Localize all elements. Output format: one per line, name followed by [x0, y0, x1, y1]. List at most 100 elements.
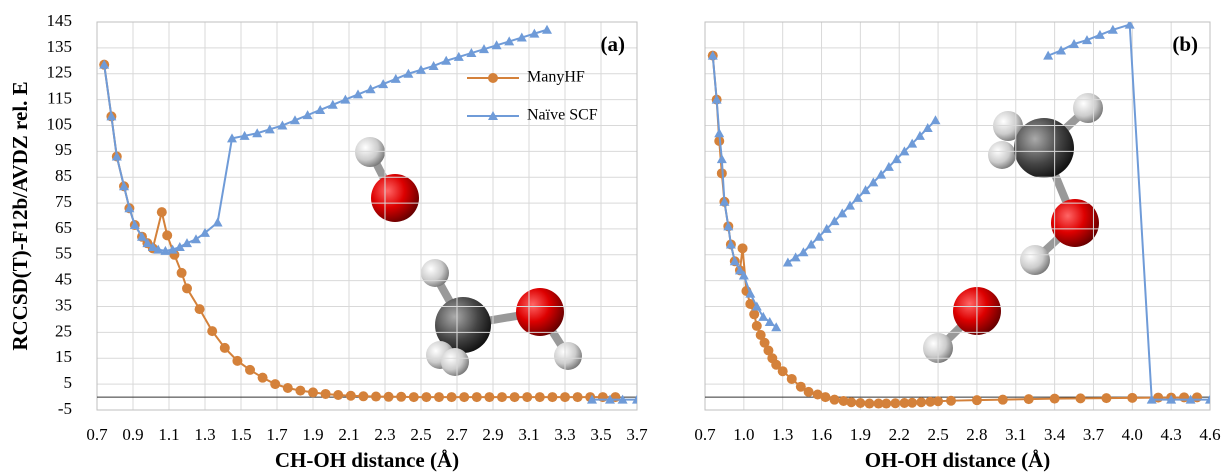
marker: [914, 130, 925, 140]
x-tick-label: 4.0: [1122, 425, 1143, 444]
marker: [416, 64, 426, 74]
marker: [751, 301, 762, 311]
marker: [821, 223, 832, 233]
marker: [813, 231, 824, 241]
plot-frame: [704, 21, 1211, 411]
x-tick-label: 4.6: [1199, 425, 1220, 444]
marker: [542, 24, 552, 34]
marker: [714, 128, 725, 138]
legend-label: Naïve SCF: [527, 107, 598, 124]
marker: [1124, 22, 1135, 29]
marker: [1127, 392, 1138, 403]
marker: [829, 394, 840, 405]
marker: [803, 386, 814, 397]
marker: [434, 392, 444, 403]
marker: [1205, 394, 1210, 404]
marker: [1043, 50, 1054, 60]
marker: [812, 389, 823, 400]
marker: [1023, 394, 1034, 405]
marker: [403, 68, 414, 78]
marker: [212, 217, 223, 227]
marker: [497, 392, 507, 403]
marker: [930, 115, 941, 125]
marker: [860, 185, 871, 195]
marker: [302, 110, 313, 120]
marker: [764, 317, 775, 327]
marker: [806, 239, 817, 249]
marker: [838, 395, 849, 406]
marker: [907, 397, 918, 408]
marker: [207, 326, 218, 337]
marker: [484, 392, 495, 403]
marker: [782, 257, 793, 267]
marker: [453, 51, 464, 61]
marker: [1146, 394, 1157, 404]
panel: -5 5 15 25 35 45 55 65 75 85 95 105 115 125 135 145 0.7 0…: [47, 11, 649, 472]
marker: [771, 359, 782, 370]
marker: [719, 196, 730, 206]
marker: [327, 99, 338, 109]
marker: [264, 124, 275, 134]
marker: [365, 84, 376, 94]
x-tick-label: 1.5: [230, 425, 251, 444]
marker: [509, 392, 520, 403]
marker: [759, 337, 770, 348]
marker: [282, 383, 293, 394]
marker: [194, 304, 205, 315]
x-tick-label: 2.8: [966, 425, 987, 444]
marker: [290, 115, 300, 125]
plot-area: [707, 22, 1210, 409]
marker: [191, 234, 201, 244]
marker: [734, 265, 745, 275]
marker: [738, 270, 749, 280]
marker: [252, 128, 263, 138]
y-tick-label: 15: [55, 347, 72, 366]
marker: [421, 392, 432, 403]
marker: [855, 398, 866, 409]
marker: [106, 111, 117, 121]
marker: [763, 345, 774, 356]
marker: [378, 79, 389, 89]
marker: [749, 309, 760, 320]
marker: [383, 391, 394, 402]
marker: [907, 138, 918, 148]
marker: [333, 389, 344, 400]
marker: [723, 221, 734, 231]
x-tick-label: 2.3: [374, 425, 395, 444]
marker: [257, 372, 268, 383]
marker: [883, 161, 894, 171]
marker: [529, 28, 540, 38]
series-line: [103, 28, 548, 252]
marker: [707, 50, 718, 60]
y-tick-label: 25: [55, 321, 72, 340]
x-axis-title: OH-OH distance (Å): [865, 448, 1050, 472]
marker: [890, 398, 901, 409]
marker: [786, 373, 797, 384]
marker: [745, 298, 756, 309]
marker: [1094, 29, 1105, 39]
marker: [371, 391, 381, 402]
panel-label: (b): [1172, 32, 1198, 56]
marker: [1185, 394, 1196, 404]
x-tick-label: 3.3: [554, 425, 575, 444]
y-tick-label: 55: [55, 244, 72, 263]
marker: [572, 392, 583, 403]
marker: [777, 366, 788, 377]
marker: [396, 391, 407, 402]
marker: [200, 227, 210, 237]
x-tick-label: 3.5: [590, 425, 611, 444]
x-tick-label: 1.9: [850, 425, 871, 444]
y-tick-label: 45: [55, 270, 72, 289]
marker: [899, 398, 910, 409]
x-tick-label: 1.1: [158, 425, 179, 444]
marker: [295, 385, 306, 396]
y-tick-label: 145: [47, 11, 73, 30]
y-tick-label: 5: [64, 373, 73, 392]
x-tick-label: 1.0: [733, 425, 754, 444]
marker: [446, 392, 457, 403]
marker: [466, 48, 477, 58]
marker: [1101, 393, 1112, 404]
marker: [864, 398, 875, 409]
marker: [881, 398, 892, 409]
